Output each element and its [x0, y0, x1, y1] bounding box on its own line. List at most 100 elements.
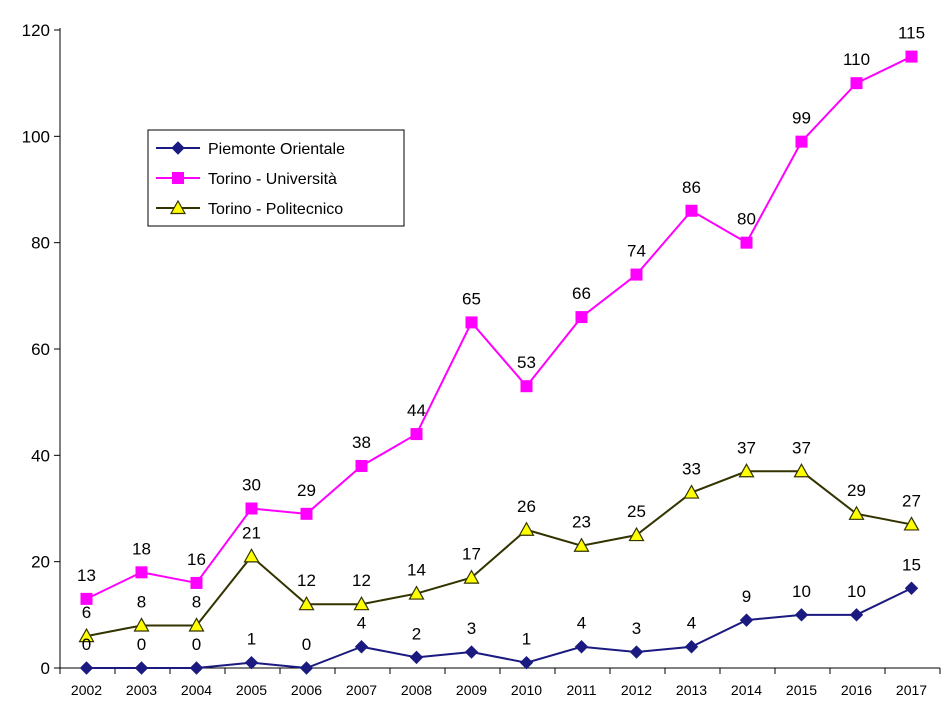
data-point [793, 463, 810, 478]
x-tick-label: 2003 [126, 682, 157, 698]
data-point [685, 204, 698, 217]
data-point [903, 516, 920, 531]
data-label: 86 [682, 178, 701, 197]
data-point [520, 380, 533, 393]
data-label: 38 [352, 433, 371, 452]
data-label: 33 [682, 460, 701, 479]
legend-marker [169, 199, 187, 215]
data-point [904, 581, 919, 595]
series-square [80, 50, 918, 605]
data-label: 12 [352, 571, 371, 590]
legend-marker [171, 141, 185, 155]
data-point [410, 428, 423, 441]
data-label: 27 [902, 491, 921, 510]
x-tick-label: 2016 [841, 682, 872, 698]
data-label: 0 [137, 635, 146, 654]
data-point [408, 585, 425, 600]
data-label: 14 [407, 561, 426, 580]
data-point [245, 502, 258, 515]
data-point [298, 595, 315, 611]
data-point [740, 236, 753, 249]
series-line [86, 55, 912, 600]
legend-label: Torino - Università [208, 171, 337, 188]
data-point [299, 661, 314, 675]
data-point [850, 77, 863, 90]
legend-item: Torino - Università [156, 171, 337, 188]
x-tick-label: 2004 [181, 682, 212, 698]
y-tick-label: 40 [31, 446, 50, 465]
data-point [738, 463, 755, 478]
data-point [134, 661, 149, 675]
x-tick-label: 2012 [621, 682, 652, 698]
data-point [905, 50, 918, 63]
data-point [848, 505, 865, 520]
data-label: 10 [847, 582, 866, 601]
y-tick-label: 60 [31, 340, 50, 359]
data-label: 53 [517, 353, 536, 372]
data-point [629, 645, 644, 659]
data-label: 2 [412, 624, 421, 643]
series-diamond [79, 581, 919, 675]
data-label: 37 [737, 438, 756, 457]
data-label: 0 [192, 635, 201, 654]
data-label: 37 [792, 438, 811, 457]
x-tick-label: 2008 [401, 682, 432, 698]
series-line [86, 587, 912, 670]
legend-item: Torino - Politecnico [156, 199, 343, 218]
data-point [409, 650, 424, 665]
y-tick-label: 0 [41, 659, 50, 678]
data-point [684, 640, 699, 654]
data-point [80, 592, 93, 605]
data-label: 21 [242, 523, 261, 542]
data-label: 0 [82, 635, 91, 654]
data-label: 1 [247, 630, 256, 649]
data-point [190, 576, 203, 589]
data-point [188, 617, 205, 632]
data-point [630, 268, 643, 281]
data-point [300, 507, 313, 520]
data-label: 8 [137, 592, 146, 611]
data-point [518, 521, 535, 536]
y-tick-label: 120 [22, 21, 50, 40]
data-point [465, 316, 478, 329]
data-label: 74 [627, 242, 646, 261]
data-label: 15 [902, 555, 921, 574]
data-point [794, 608, 809, 622]
data-label: 4 [577, 614, 586, 633]
x-tick-label: 2006 [291, 682, 322, 698]
legend-item: Piemonte Orientale [156, 141, 345, 158]
series-triangle [78, 463, 920, 643]
y-tick-label: 20 [31, 553, 50, 572]
x-tick-label: 2009 [456, 682, 487, 698]
data-label: 65 [462, 289, 481, 308]
data-point [739, 613, 754, 627]
x-tick-label: 2007 [346, 682, 377, 698]
data-point [78, 627, 95, 643]
data-label: 23 [572, 513, 591, 532]
data-label: 10 [792, 582, 811, 601]
data-point [463, 569, 480, 584]
x-tick-label: 2013 [676, 682, 707, 698]
data-label: 4 [687, 614, 696, 633]
x-tick-label: 2010 [511, 682, 542, 698]
data-point [575, 311, 588, 324]
data-label: 13 [77, 566, 96, 585]
data-point [849, 608, 864, 622]
data-point [353, 595, 370, 611]
data-point [135, 566, 148, 579]
data-label: 16 [187, 550, 206, 569]
data-label: 8 [192, 592, 201, 611]
data-label: 12 [297, 571, 316, 590]
data-point [79, 661, 94, 675]
x-tick-label: 2014 [731, 682, 762, 698]
series-layer [78, 50, 920, 675]
data-point [354, 640, 369, 654]
data-label: 99 [792, 109, 811, 128]
data-label: 30 [242, 476, 261, 495]
x-tick-label: 2002 [71, 682, 102, 698]
data-point [189, 661, 204, 675]
data-label: 18 [132, 539, 151, 558]
y-tick-label: 100 [22, 127, 50, 146]
